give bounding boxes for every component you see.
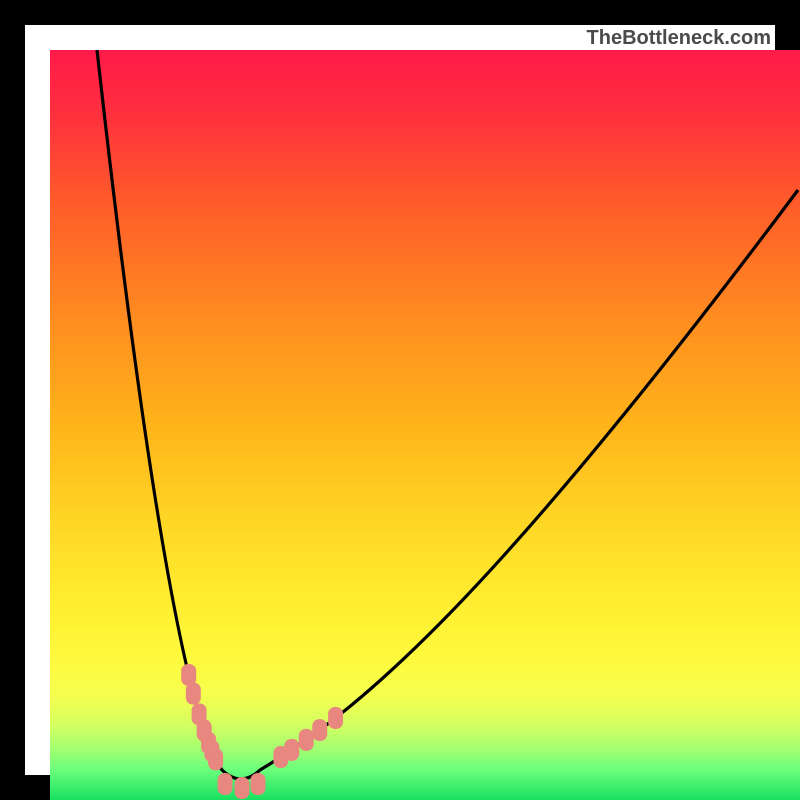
curve-marker [284,739,299,761]
curve-marker [208,748,223,770]
curve-marker [235,777,250,799]
curve-marker [186,683,201,705]
chart-svg [25,25,800,800]
curve-marker [328,707,343,729]
curve-marker [218,773,233,795]
chart-frame: TheBottleneck.com [0,0,800,800]
plot-background [50,50,800,800]
watermark-text: TheBottleneck.com [587,27,771,50]
curve-marker [251,773,266,795]
curve-marker [299,729,314,751]
curve-marker [312,719,327,741]
